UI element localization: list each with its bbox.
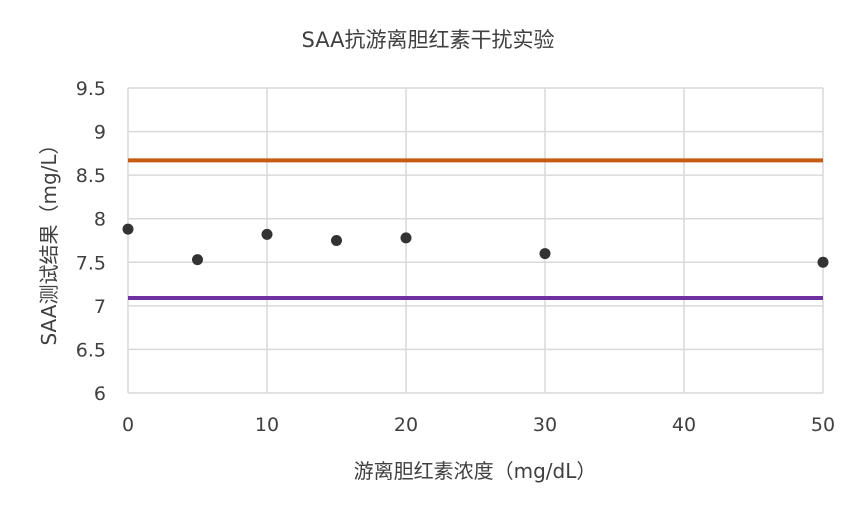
gridlines [127,87,824,394]
data-point [331,235,342,246]
y-tick-label: 8.5 [76,165,106,187]
data-point [539,248,551,260]
y-tick-label: 8 [94,209,106,231]
x-tick-label: 10 [255,414,279,436]
y-tick-label: 6 [94,383,106,405]
data-point [817,256,829,268]
y-axis-label: SAA测试结果（mg/L） [37,134,61,345]
data-points [122,223,829,268]
x-tick-label: 0 [122,414,134,436]
y-tick-label: 7.5 [76,252,106,274]
x-tick-labels: 0 10 20 30 40 50 [122,414,835,436]
reference-lines [128,158,823,301]
x-tick-label: 20 [394,414,418,436]
data-point [192,254,203,266]
x-tick-label: 40 [672,414,696,436]
y-tick-label: 9 [94,122,106,144]
chart-title: SAA抗游离胆红素干扰实验 [301,28,554,52]
y-tick-labels: 6 6.5 7 7.5 8 8.5 9 9.5 [76,78,106,405]
y-tick-label: 9.5 [76,78,106,100]
x-tick-label: 50 [811,414,835,436]
x-axis-label: 游离胆红素浓度（mg/dL） [354,459,597,483]
x-tick-label: 30 [533,414,557,436]
data-point [122,223,134,235]
y-tick-label: 7 [94,296,106,318]
data-point [261,228,273,240]
data-point [400,232,412,244]
y-tick-label: 6.5 [76,339,106,361]
